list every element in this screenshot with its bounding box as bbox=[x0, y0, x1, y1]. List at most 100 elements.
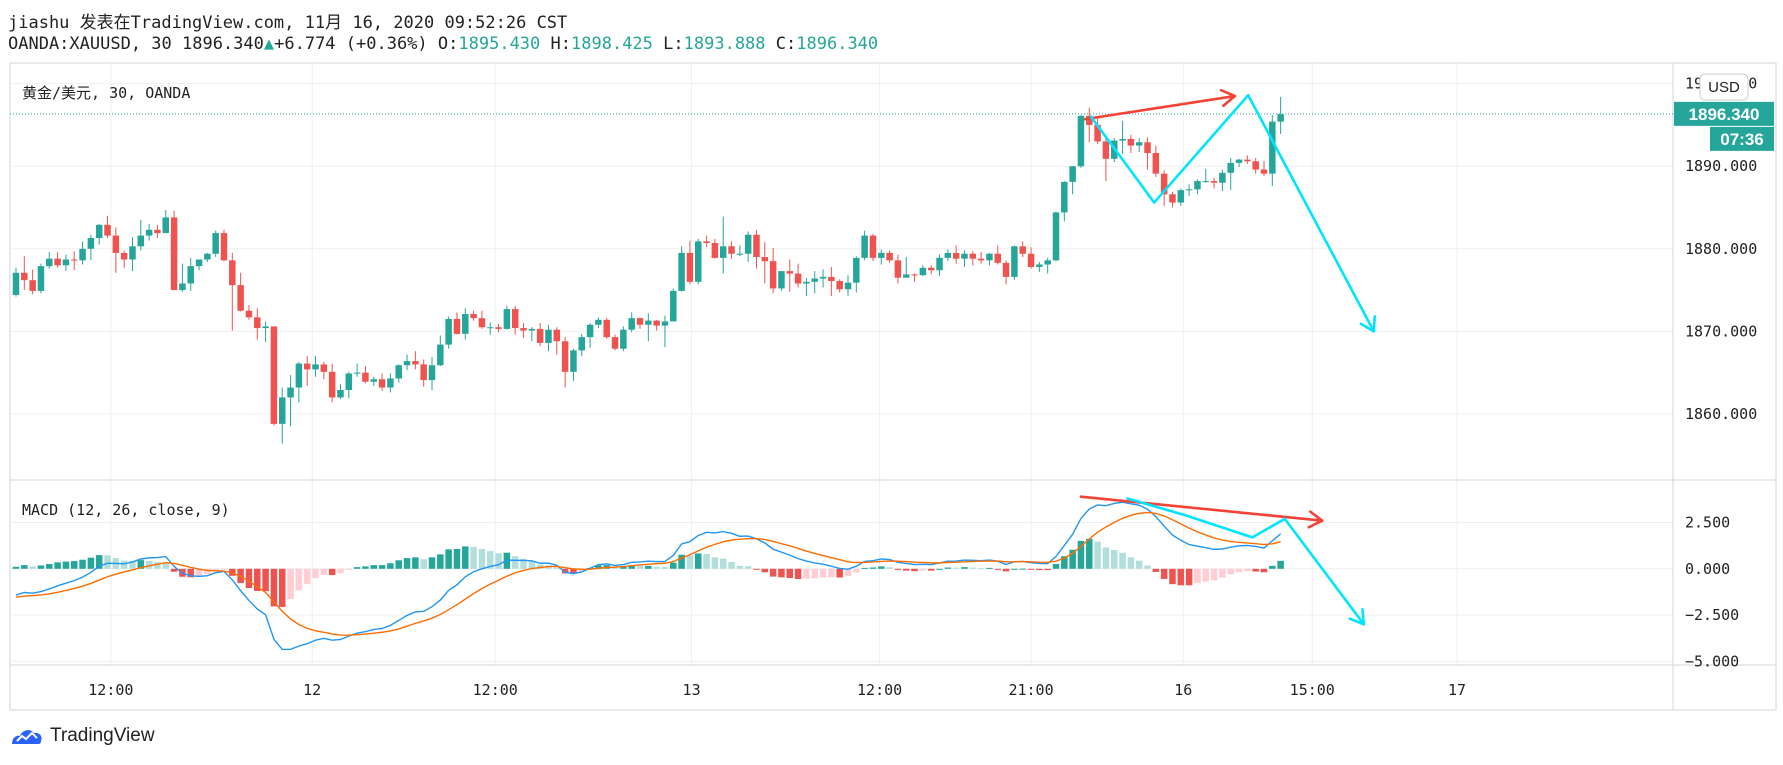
macd-histogram-bar bbox=[478, 549, 486, 569]
last-price-label-box bbox=[1674, 101, 1774, 126]
countdown-box bbox=[1710, 126, 1774, 151]
candle-body bbox=[387, 378, 394, 388]
macd-histogram-bar bbox=[927, 568, 935, 571]
price-change: +6.774 (+0.36%) bbox=[274, 34, 428, 54]
annotation-arrowhead bbox=[1219, 88, 1237, 108]
time-tick-label: 17 bbox=[1448, 681, 1466, 699]
macd-histogram-bar bbox=[1102, 547, 1110, 569]
macd-histogram-bar bbox=[661, 566, 669, 569]
macd-histogram-bar bbox=[511, 556, 519, 569]
candle-body bbox=[561, 341, 569, 372]
candle-body bbox=[462, 314, 469, 334]
candle-body bbox=[87, 238, 95, 249]
tradingview-logo[interactable]: TradingView bbox=[10, 725, 155, 747]
macd-histogram-bar bbox=[595, 565, 602, 569]
candle-body bbox=[711, 243, 719, 258]
macd-histogram-bar bbox=[753, 568, 760, 570]
macd-histogram-bar bbox=[1202, 568, 1210, 582]
candle-body bbox=[1177, 190, 1185, 203]
macd-histogram-bar bbox=[769, 568, 777, 577]
trend-annotation[interactable] bbox=[1126, 497, 1287, 539]
open-label: O: bbox=[437, 34, 459, 54]
macd-histogram-bar bbox=[1044, 568, 1051, 571]
macd-histogram-bar bbox=[670, 562, 677, 569]
candle-body bbox=[1244, 159, 1251, 162]
macd-histogram-bar bbox=[902, 568, 910, 571]
macd-histogram-bar bbox=[378, 565, 386, 569]
macd-histogram-bar bbox=[553, 567, 561, 569]
macd-histogram-bar bbox=[403, 558, 411, 569]
macd-histogram-bar bbox=[778, 568, 785, 578]
macd-histogram-bar bbox=[744, 566, 752, 569]
candle-body bbox=[1011, 246, 1018, 277]
trend-annotation[interactable] bbox=[1089, 93, 1250, 204]
macd-histogram-bar bbox=[320, 568, 328, 575]
candle-body bbox=[1235, 159, 1243, 163]
macd-histogram-bar bbox=[245, 568, 253, 589]
candle-body bbox=[753, 234, 760, 258]
candle-body bbox=[1227, 162, 1234, 173]
candle-body bbox=[553, 329, 561, 342]
candle-body bbox=[104, 224, 111, 236]
candle-body bbox=[894, 260, 902, 278]
candle-body bbox=[761, 257, 769, 262]
candle-body bbox=[603, 319, 610, 338]
candle-body bbox=[1077, 115, 1085, 167]
price-tick-label: 1880.000 bbox=[1685, 240, 1757, 258]
macd-histogram-bar bbox=[1252, 568, 1259, 572]
macd-histogram-bar bbox=[453, 549, 461, 569]
macd-histogram-bar bbox=[1160, 568, 1168, 579]
candle-body bbox=[686, 252, 694, 282]
candle-body bbox=[986, 253, 993, 261]
candle-body bbox=[195, 259, 203, 267]
trend-annotation[interactable] bbox=[1283, 517, 1366, 626]
macd-histogram-bar bbox=[969, 567, 977, 569]
candle-body bbox=[229, 260, 236, 286]
candle-body bbox=[79, 248, 86, 261]
candle-body bbox=[46, 258, 53, 267]
macd-histogram-bar bbox=[1135, 560, 1143, 569]
macd-histogram-bar bbox=[1152, 568, 1160, 572]
macd-line bbox=[15, 501, 1282, 651]
macd-histogram-bar bbox=[520, 558, 527, 569]
macd-histogram-bar bbox=[79, 559, 86, 569]
macd-histogram-bar bbox=[811, 568, 818, 579]
macd-histogram-bar bbox=[353, 567, 361, 569]
candle-body bbox=[1052, 212, 1060, 261]
candle-body bbox=[212, 233, 219, 254]
macd-histogram-bar bbox=[919, 568, 927, 571]
candle-body bbox=[803, 281, 810, 284]
macd-histogram-bar bbox=[869, 567, 877, 569]
macd-histogram-bar bbox=[104, 555, 111, 569]
candle-body bbox=[1210, 181, 1218, 183]
trend-annotation[interactable] bbox=[1246, 93, 1376, 333]
annotation-arrowhead bbox=[1359, 315, 1377, 333]
candle-body bbox=[1160, 173, 1168, 195]
trend-annotation[interactable] bbox=[1083, 94, 1237, 121]
macd-histogram-bar bbox=[1194, 568, 1201, 584]
currency-badge[interactable] bbox=[1699, 73, 1749, 101]
candle-body bbox=[811, 278, 818, 282]
candle-body bbox=[1277, 114, 1284, 122]
trend-annotation[interactable] bbox=[1079, 495, 1324, 523]
candle-body bbox=[295, 363, 303, 388]
candle-body bbox=[861, 235, 868, 258]
candle-body bbox=[1194, 181, 1201, 190]
price-pane-title: 黄金/美元, 30, OANDA bbox=[22, 84, 190, 102]
candle-body bbox=[345, 373, 353, 390]
macd-histogram-bar bbox=[653, 566, 660, 569]
publish-info: jiashu 发表在TradingView.com, 11月 16, 2020 … bbox=[8, 13, 568, 33]
macd-histogram-bar bbox=[95, 555, 103, 569]
candle-body bbox=[453, 318, 461, 334]
macd-tick-label: −5.000 bbox=[1685, 652, 1739, 670]
macd-histogram-bar bbox=[1227, 568, 1234, 575]
macd-histogram-bar bbox=[295, 568, 303, 591]
candle-body bbox=[678, 252, 685, 291]
macd-histogram-bar bbox=[62, 561, 70, 569]
candle-body bbox=[420, 364, 427, 381]
candle-body bbox=[478, 318, 486, 328]
candle-body bbox=[736, 253, 744, 255]
candle-body bbox=[1219, 172, 1226, 183]
macd-histogram-bar bbox=[578, 568, 586, 572]
